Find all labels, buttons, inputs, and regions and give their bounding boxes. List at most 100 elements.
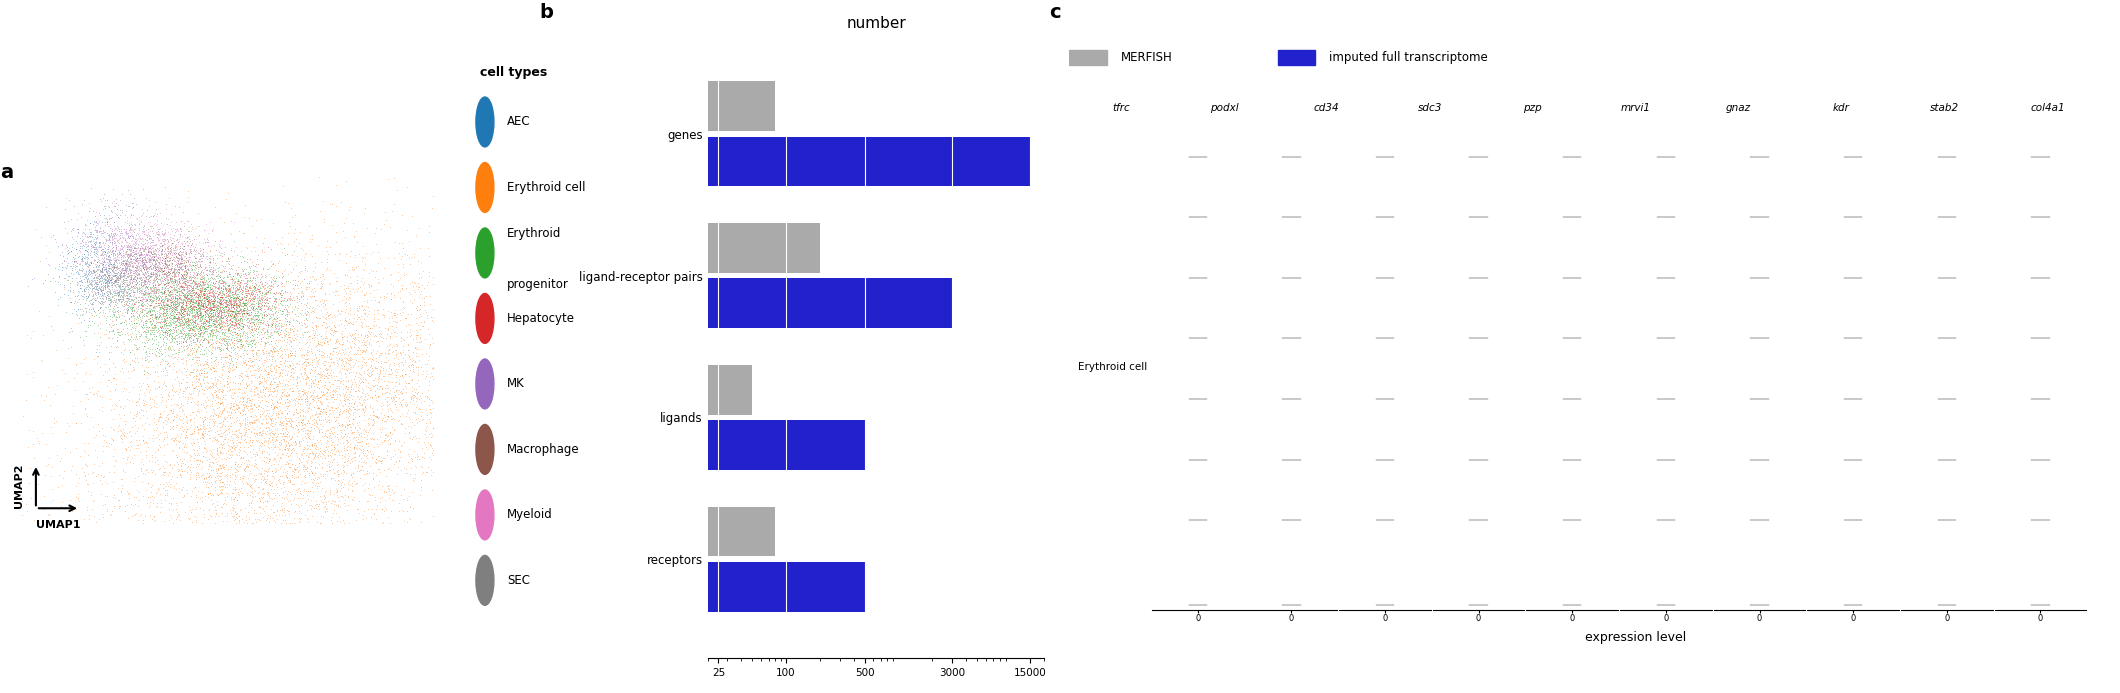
- Point: [159, 419, 193, 430]
- Point: [153, 324, 187, 335]
- Point: [257, 507, 290, 518]
- Point: [263, 530, 297, 541]
- Point: [307, 333, 341, 344]
- Point: [191, 293, 225, 304]
- Point: [157, 414, 191, 426]
- Point: [346, 461, 379, 472]
- Point: [577, 365, 611, 376]
- Point: [151, 242, 184, 253]
- Point: [151, 262, 184, 273]
- Point: [250, 411, 284, 422]
- Point: [252, 283, 286, 294]
- Point: [263, 356, 297, 367]
- Point: [121, 277, 155, 288]
- Point: [195, 266, 229, 277]
- Point: [250, 368, 284, 379]
- Point: [312, 430, 346, 441]
- Point: [138, 287, 172, 298]
- Point: [377, 310, 411, 321]
- Point: [371, 462, 405, 473]
- Point: [235, 301, 269, 313]
- Point: [153, 331, 187, 342]
- Point: [157, 270, 191, 281]
- Point: [310, 407, 343, 418]
- Point: [214, 350, 248, 361]
- Point: [165, 328, 199, 339]
- Point: [112, 288, 146, 299]
- Point: [401, 388, 435, 399]
- Point: [290, 538, 324, 550]
- Point: [165, 319, 199, 330]
- Point: [282, 267, 316, 279]
- Point: [216, 289, 250, 300]
- Point: [163, 423, 197, 434]
- Point: [191, 316, 225, 327]
- Point: [87, 241, 121, 252]
- Point: [153, 245, 187, 256]
- Point: [379, 396, 413, 407]
- Point: [297, 500, 331, 511]
- Point: [142, 411, 176, 422]
- Point: [64, 270, 98, 281]
- Point: [165, 310, 199, 322]
- Point: [180, 306, 214, 317]
- Point: [87, 249, 121, 260]
- Point: [146, 278, 180, 289]
- Point: [161, 263, 195, 274]
- Point: [326, 387, 360, 398]
- Point: [290, 417, 324, 428]
- Point: [59, 359, 93, 370]
- Point: [193, 279, 227, 290]
- Point: [98, 257, 131, 268]
- Point: [163, 292, 197, 303]
- Point: [148, 313, 182, 324]
- Point: [189, 443, 223, 454]
- Point: [233, 310, 267, 321]
- Point: [125, 262, 159, 273]
- Point: [83, 403, 117, 414]
- Point: [350, 325, 384, 336]
- Point: [430, 382, 464, 393]
- Point: [254, 493, 288, 504]
- Point: [341, 437, 375, 448]
- Point: [117, 264, 151, 275]
- Point: [180, 303, 214, 314]
- Point: [316, 324, 350, 335]
- Point: [494, 200, 528, 211]
- Point: [244, 428, 278, 439]
- Point: [93, 229, 127, 240]
- Point: [81, 523, 114, 534]
- Point: [131, 268, 165, 279]
- Point: [64, 265, 98, 276]
- Point: [121, 439, 155, 450]
- Point: [140, 454, 174, 465]
- Point: [307, 347, 341, 358]
- Point: [210, 290, 244, 301]
- Point: [170, 318, 204, 329]
- Point: [187, 474, 220, 485]
- Point: [318, 415, 352, 426]
- Point: [261, 346, 295, 357]
- Point: [119, 274, 153, 286]
- Point: [276, 291, 310, 302]
- Point: [350, 345, 384, 356]
- Point: [269, 360, 303, 371]
- Point: [64, 241, 98, 252]
- Point: [216, 392, 250, 403]
- Point: [180, 344, 214, 356]
- Point: [273, 546, 307, 557]
- Point: [146, 259, 180, 270]
- Point: [119, 248, 153, 259]
- Point: [206, 313, 240, 324]
- Point: [216, 311, 250, 322]
- Point: [204, 301, 237, 313]
- Point: [316, 371, 350, 382]
- Point: [81, 219, 114, 230]
- Point: [138, 279, 172, 290]
- Point: [324, 376, 358, 387]
- Point: [212, 295, 246, 306]
- Point: [170, 414, 204, 426]
- Point: [51, 249, 85, 260]
- Point: [195, 309, 229, 320]
- Point: [159, 287, 193, 298]
